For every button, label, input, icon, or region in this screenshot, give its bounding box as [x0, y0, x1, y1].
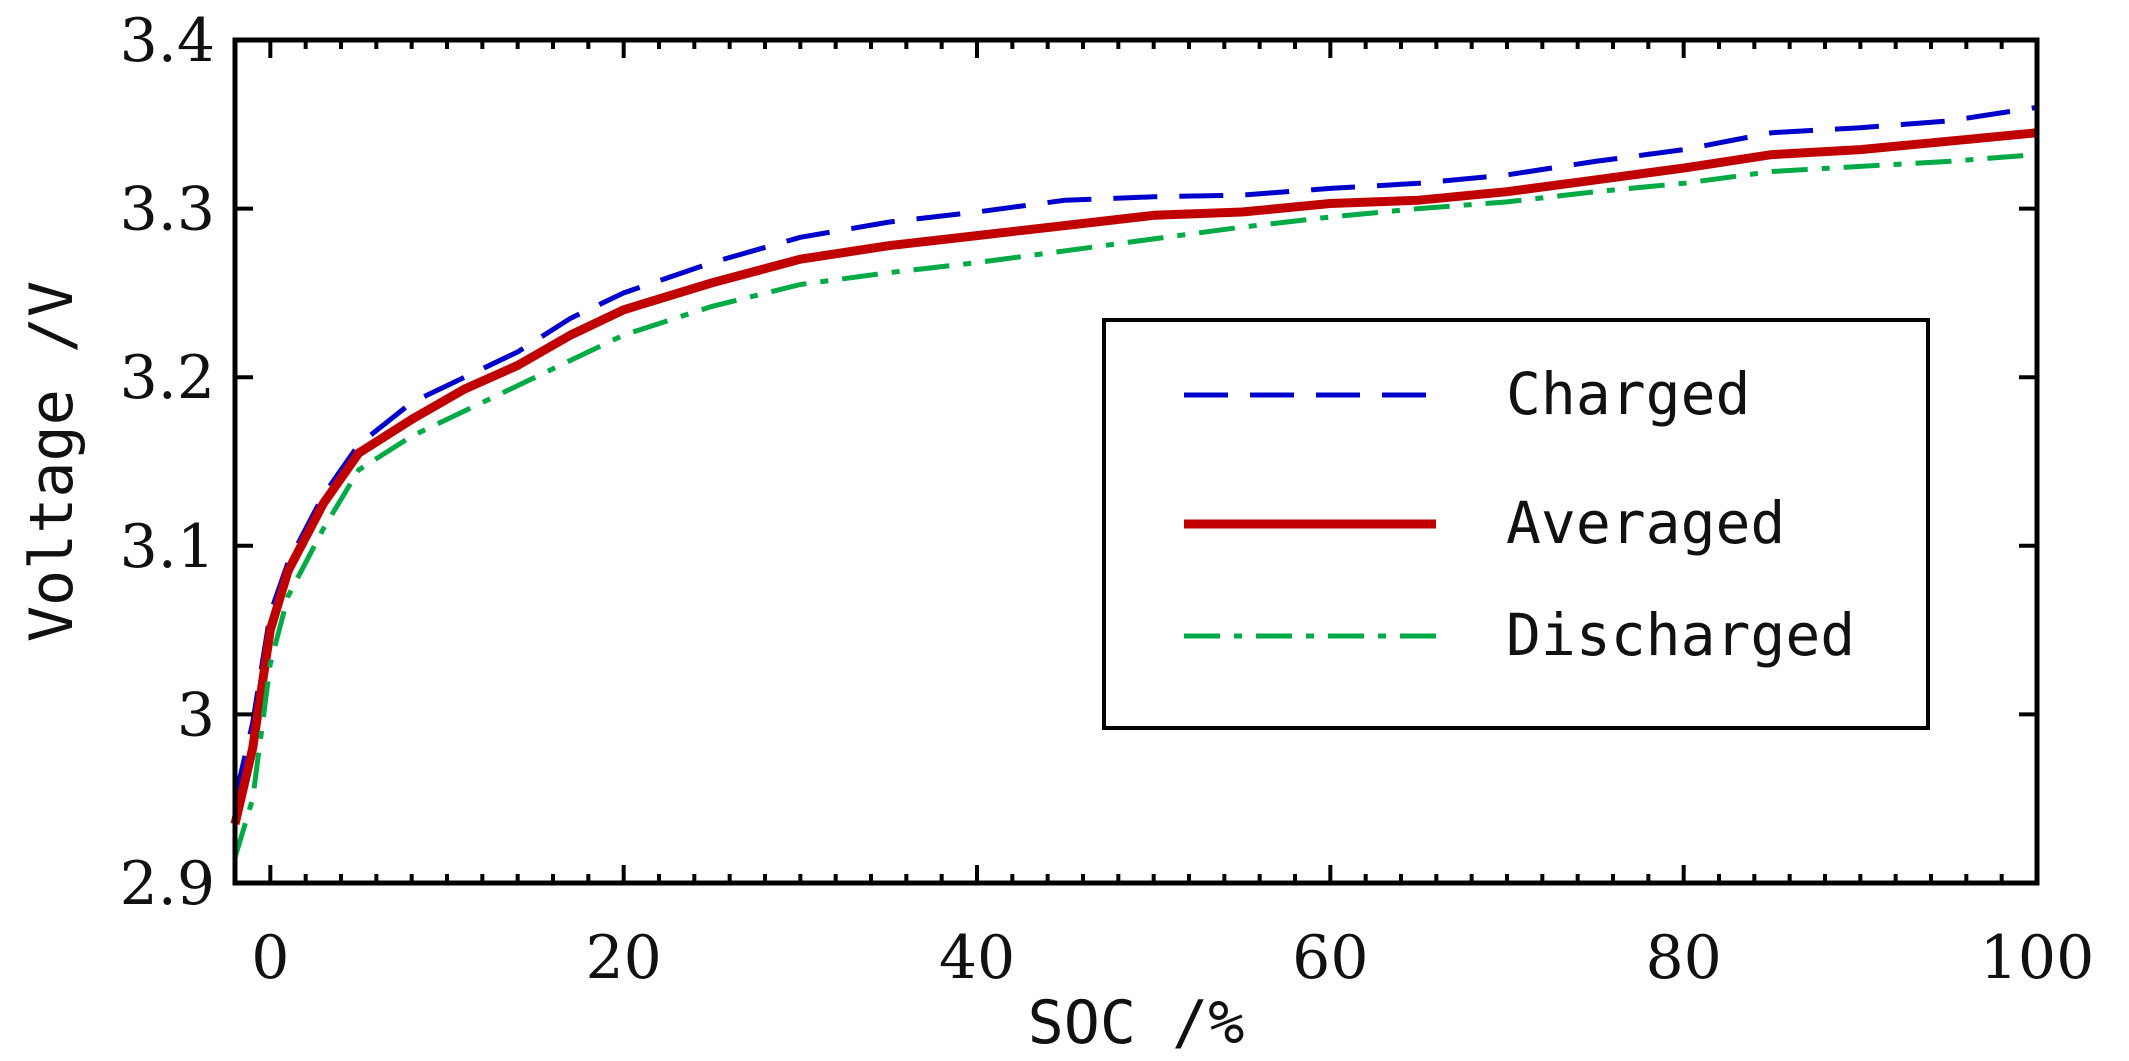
y-tick-label: 3.3 [120, 175, 215, 245]
series-line-discharged [232, 152, 2038, 859]
legend-label-discharged: Discharged [1506, 601, 1855, 669]
y-tick-label: 3 [177, 680, 215, 750]
x-tick-label: 40 [939, 923, 1015, 993]
y-tick-label: 3.4 [120, 6, 215, 76]
series-line-averaged [230, 128, 2038, 826]
y-tick-label: 3.1 [120, 512, 215, 582]
plot-frame [232, 37, 2040, 886]
legend-label-charged: Charged [1506, 360, 1750, 428]
y-tick-label: 2.9 [120, 849, 215, 919]
x-axis-title: SOC /% [1028, 988, 1245, 1058]
legend: Charged Averaged Discharged [1102, 318, 1930, 730]
tick-label-layer: 0 20 40 60 80 100 2.9 3 3.1 3.2 3.3 3.4 [120, 6, 2095, 993]
legend-label-averaged: Averaged [1506, 489, 1785, 557]
x-tick-label: 100 [1980, 923, 2095, 993]
series-layer [230, 104, 2038, 859]
x-tick-label: 0 [251, 923, 289, 993]
y-tick-label: 3.2 [120, 343, 215, 413]
x-tick-label: 60 [1292, 923, 1368, 993]
series-line-charged [232, 104, 2038, 800]
y-axis-title: Voltage /V [17, 281, 87, 642]
x-tick-label: 80 [1645, 923, 1721, 993]
x-tick-label: 20 [585, 923, 661, 993]
